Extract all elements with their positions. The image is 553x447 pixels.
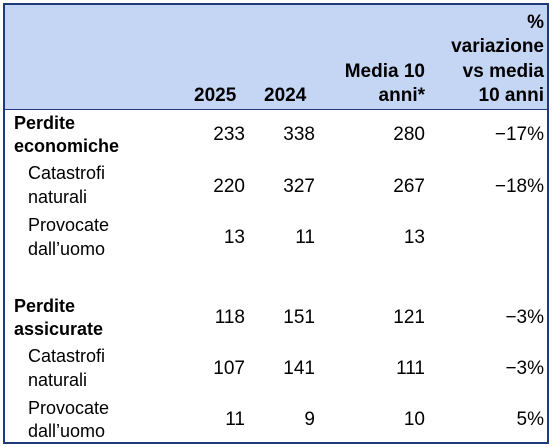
row-label: assicurate [14,319,104,339]
cell-2025: 233 [213,124,245,145]
cell-var: −17% [494,124,544,145]
cell-2024: 151 [283,307,315,328]
cell-2024: 338 [283,124,315,145]
row-label: naturali [28,370,88,390]
row-label: Perdite [14,296,76,316]
header-var-line1: % [527,12,544,33]
cell-avg: 121 [393,307,425,328]
cell-2025: 107 [213,358,245,379]
row-label: Catastrofi [28,163,106,183]
row-label: economiche [14,136,120,156]
row-label: Catastrofi [28,346,106,366]
header-2024: 2024 [264,85,307,106]
cell-avg: 111 [396,358,425,379]
cell-avg: 280 [393,124,425,145]
header-var-line4: 10 anni [478,85,544,106]
cell-2025: 118 [214,307,245,328]
row-label: dall’uomo [28,421,106,441]
row-label: naturali [28,187,88,207]
cell-avg: 10 [403,409,425,430]
cell-avg: 13 [403,227,425,248]
cell-avg: 267 [393,176,425,197]
cell-2025: 13 [223,227,245,248]
cell-2025: 11 [225,409,245,430]
cell-2024: 327 [283,176,315,197]
header-var-line2: variazione [451,36,544,57]
cell-var: −3% [505,358,544,379]
row-label: dall’uomo [28,239,106,259]
row-label: Perdite [14,113,76,133]
header-2025: 2025 [194,85,237,106]
table-header [5,5,547,110]
row-label: Provocate [28,398,110,418]
header-avg-line1: Media 10 [344,61,425,82]
cell-var: 5% [516,409,544,430]
header-var-line3: vs media [462,61,544,82]
cell-var: −3% [505,307,544,328]
cell-2025: 220 [213,176,245,197]
header-avg-line2: anni* [378,85,425,106]
loss-table: 2025 2024 Media 10 anni* % variazione vs… [3,3,549,444]
row-label: Provocate [28,215,110,235]
cell-2024: 9 [304,409,315,430]
cell-2024: 141 [283,358,315,379]
cell-2024: 11 [295,227,315,248]
cell-var: −18% [494,176,544,197]
